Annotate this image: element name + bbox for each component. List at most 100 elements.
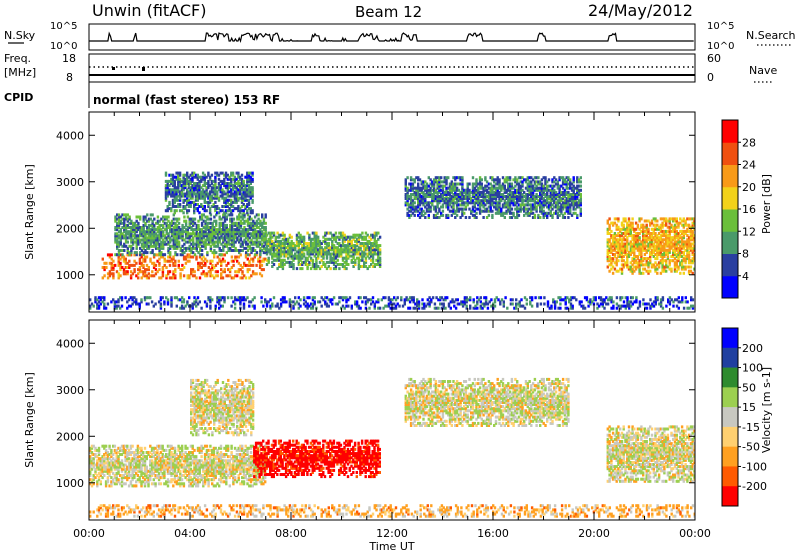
scatter-cell [211,236,214,240]
scatter-cell [184,236,188,240]
scatter-cell [162,232,165,236]
scatter-cell [475,199,478,203]
scatter-cell [324,237,327,241]
scatter-cell [649,259,652,263]
scatter-cell [139,226,142,229]
scatter-cell [264,215,267,219]
scatter-cell [103,261,106,265]
scatter-cell [308,260,311,264]
scatter-cell [350,250,353,254]
scatter-cell [228,207,231,211]
scatter-cell [181,223,184,227]
scatter-cell [560,211,563,215]
scatter-cell [230,171,233,175]
scatter-cell [554,209,558,213]
scatter-cell [650,219,654,223]
scatter-cell [673,234,677,238]
scatter-cell [247,198,251,202]
scatter-cell [153,242,156,246]
scatter-cell [297,235,300,239]
scatter-cell [629,227,632,231]
scatter-cell [172,276,175,280]
scatter-cell [455,193,459,196]
scatter-cell [519,188,522,192]
scatter-cell [693,240,695,244]
scatter-cell [606,255,609,258]
scatter-cell [99,296,102,300]
scatter-cell [514,197,517,201]
scatter-cell [666,229,670,233]
scatter-cell [196,177,199,181]
scatter-cell [309,252,313,256]
scatter-cell [139,238,142,242]
scatter-cell [195,257,198,261]
scatter-cell [311,250,315,254]
scatter-cell [624,234,627,238]
scatter-cell [498,178,501,182]
scatter-cell [608,225,611,229]
scatter-cell [503,178,506,182]
scatter-cell [192,223,195,227]
scatter-cell [675,242,678,246]
scatter-cell [126,306,129,310]
scatter-cell [313,254,316,258]
scatter-cell [163,253,167,257]
scatter-cell [283,233,286,237]
scatter-cell [250,226,253,229]
scatter-cell [178,177,182,181]
scatter-cell [659,271,663,275]
scatter-cell [179,249,182,252]
scatter-cell [424,201,427,205]
scatter-cell [199,215,202,219]
scatter-cell [494,188,498,192]
scatter-cell [191,186,194,190]
scatter-cell [223,236,227,240]
scatter-cell [259,249,262,252]
scatter-cell [663,219,666,223]
scatter-cell [422,213,425,217]
scatter-cell [193,209,196,213]
scatter-cell [542,216,545,219]
scatter-cell [355,233,359,237]
scatter-cell [649,238,652,242]
scatter-cell [187,186,191,190]
scatter-cell [610,259,613,263]
scatter-cell [357,239,361,243]
scatter-cell [680,255,684,258]
scatter-cell [331,258,334,262]
scatter-cell [222,240,225,244]
scatter-cell [345,263,348,266]
scatter-cell [173,196,176,200]
scatter-cell [613,221,617,225]
scatter-cell [154,240,158,244]
scatter-cell [192,217,195,221]
scatter-cell [657,227,661,231]
scatter-cell [126,266,129,269]
scatter-cell [264,249,267,252]
scatter-cell [140,263,143,267]
scatter-cell [239,226,243,229]
scatter-cell [311,263,315,266]
scatter-cell [216,228,220,232]
scatter-cell [329,246,332,250]
scatter-cell [299,267,302,271]
scatter-cell [487,199,491,203]
scatter-cell [461,178,464,182]
scatter-cell [567,207,570,211]
scatter-cell [494,211,498,215]
scatter-cell [261,238,264,242]
scatter-cell [373,233,376,237]
scatter-cell [617,242,620,246]
scatter-cell [223,184,226,188]
scatter-cell [406,195,409,198]
scatter-cell [620,240,624,244]
scatter-cell [116,244,119,248]
scatter-cell [223,217,227,221]
scatter-cell [503,205,506,209]
scatter-cell [265,258,269,262]
scatter-cell [285,239,288,243]
scatter-cell [202,226,205,229]
scatter-cell [166,188,169,192]
scatter-cell [169,226,172,229]
scatter-cell [198,205,201,208]
